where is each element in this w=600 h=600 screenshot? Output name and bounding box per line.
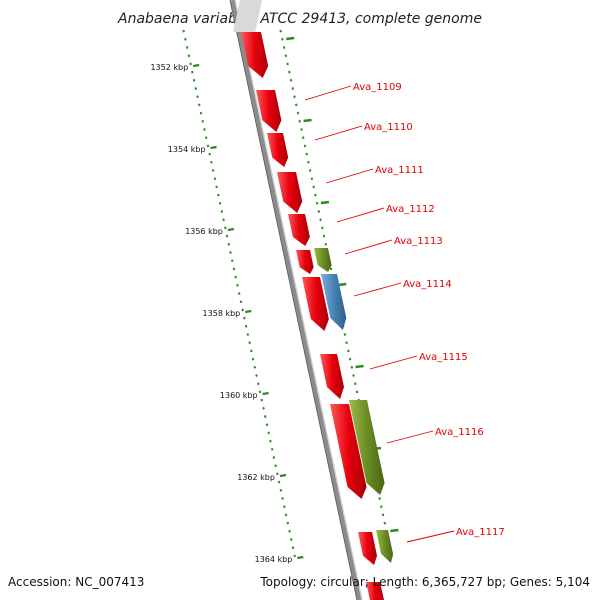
gene-label: Ava_1109 [353, 82, 402, 93]
gene-feature-unlabeled [296, 250, 314, 274]
gene-label: Ava_1110 [364, 122, 413, 133]
gene-label-line [314, 125, 363, 141]
tick-label: 1354 kbp [168, 145, 206, 154]
gene-feature-ava_1113 [314, 248, 332, 272]
gene-label-line [369, 355, 418, 370]
gene-feature-ava_1111 [277, 172, 303, 213]
gene-label: Ava_1113 [394, 236, 443, 247]
gene-label-lines [304, 85, 455, 543]
gene-feature-unlabeled [330, 404, 367, 499]
genome-backbone [229, 0, 363, 600]
tick-label: 1358 kbp [203, 309, 241, 318]
gene-feature-ava_1110 [256, 90, 282, 132]
gene-label-line [325, 168, 374, 184]
gene-feature-unlabeled [358, 532, 378, 565]
gene-label-line [353, 282, 402, 297]
gene-label: Ava_1111 [375, 165, 424, 176]
gene-feature-ava_1114 [321, 274, 347, 330]
gene-label: Ava_1115 [419, 352, 468, 363]
gene-labels: Ava_1109 Ava_1110 Ava_1111 Ava_1112 Ava_1113… [353, 82, 505, 538]
gene-features [241, 32, 394, 565]
gene-feature-ava_1117 [376, 530, 394, 563]
tick-label: 1360 kbp [220, 391, 258, 400]
gene-label-line [336, 207, 385, 223]
gene-label: Ava_1117 [456, 527, 505, 538]
gene-feature-unlabeled [267, 133, 289, 167]
offscreen-feature-top [233, 0, 262, 32]
gene-label-line [344, 239, 393, 255]
tick-label: 1362 kbp [237, 473, 275, 482]
tick-label: 1356 kbp [185, 227, 223, 236]
gene-label: Ava_1114 [403, 279, 452, 290]
gene-feature-unlabeled [302, 277, 329, 331]
gene-label-line [304, 85, 352, 101]
gene-label: Ava_1112 [386, 204, 435, 215]
gene-label-line [406, 530, 455, 543]
gene-feature-ava_1116 [349, 400, 385, 495]
gene-feature-ava_1115 [320, 354, 344, 399]
tick-label: 1352 kbp [150, 63, 188, 72]
map-title: Anabaena variabilis ATCC 29413, complete… [117, 11, 482, 27]
gene-label: Ava_1116 [435, 427, 484, 438]
tick-label: 1364 kbp [255, 555, 293, 564]
gene-label-line [386, 430, 434, 444]
gene-feature-ava_1112 [288, 214, 310, 246]
offscreen-feature-bottom [366, 582, 384, 600]
gene-feature-ava_1109 [241, 32, 269, 78]
accession-text: Accession: NC_007413 [8, 575, 145, 589]
genome-summary-text: Topology: circular; Length: 6,365,727 bp… [260, 575, 590, 589]
